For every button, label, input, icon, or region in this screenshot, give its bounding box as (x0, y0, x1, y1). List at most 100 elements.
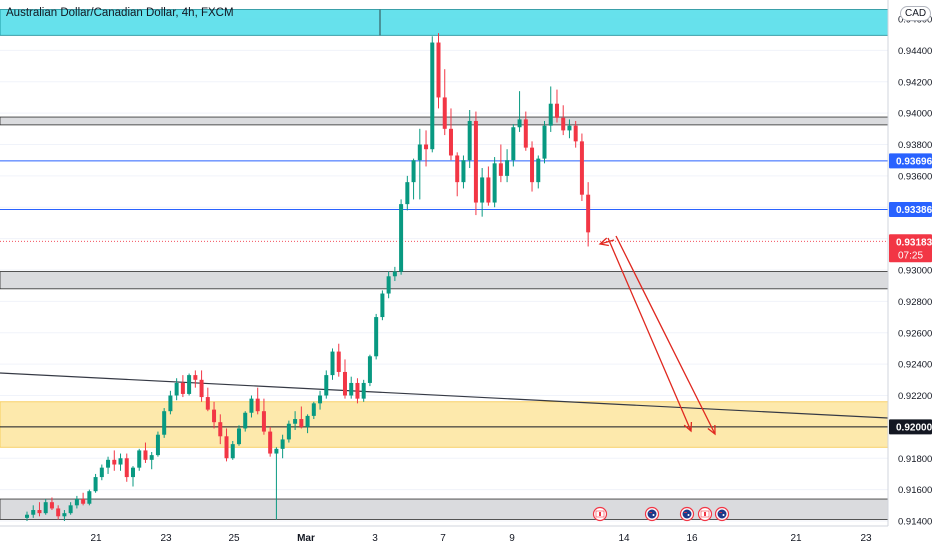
candle-body[interactable] (361, 382, 366, 399)
candle-body[interactable] (93, 477, 98, 492)
candle-body[interactable] (573, 125, 578, 142)
candle-body[interactable] (367, 356, 372, 383)
candle-body[interactable] (74, 499, 79, 506)
candle-body[interactable] (187, 375, 192, 394)
zone-support-lower[interactable] (0, 498, 889, 520)
currency-badge[interactable]: CAD (900, 6, 932, 21)
candle-body[interactable] (511, 127, 516, 161)
candle-body[interactable] (49, 502, 54, 509)
candle-body[interactable] (411, 160, 416, 183)
candle-body[interactable] (318, 395, 323, 404)
candle-body[interactable] (430, 42, 435, 150)
candle-body[interactable] (130, 467, 135, 478)
candle-body[interactable] (386, 276, 391, 294)
candle-body[interactable] (349, 382, 354, 396)
candle-body[interactable] (37, 510, 42, 514)
candle-body[interactable] (342, 371, 347, 396)
australia-flag-icon[interactable] (644, 506, 660, 522)
candle-body[interactable] (180, 382, 185, 394)
candle-body[interactable] (305, 415, 310, 427)
candle-body[interactable] (212, 409, 217, 423)
candle-body[interactable] (274, 448, 279, 454)
candle-body[interactable] (448, 128, 453, 156)
candle-body[interactable] (586, 194, 591, 233)
candle-body[interactable] (243, 412, 248, 429)
candle-body[interactable] (118, 458, 123, 465)
candle-body[interactable] (523, 119, 528, 148)
candle-body[interactable] (199, 379, 204, 398)
candle-body[interactable] (561, 117, 566, 131)
projection-arrow-tick[interactable] (599, 239, 615, 245)
candle-body[interactable] (355, 382, 360, 399)
candle-body[interactable] (293, 419, 298, 424)
candle-body[interactable] (486, 177, 491, 203)
candle-body[interactable] (405, 182, 410, 205)
candle-body[interactable] (498, 163, 503, 176)
candle-body[interactable] (536, 158, 541, 183)
candle-body[interactable] (436, 42, 441, 98)
candle-body[interactable] (99, 467, 104, 478)
candle-body[interactable] (25, 514, 29, 518)
candle-body[interactable] (143, 450, 148, 460)
candle-body[interactable] (268, 431, 273, 454)
candle-body[interactable] (43, 502, 48, 514)
candle-body[interactable] (517, 119, 522, 128)
candle-body[interactable] (155, 434, 160, 456)
candle-body[interactable] (579, 141, 584, 195)
candle-body[interactable] (261, 411, 266, 432)
price-axis[interactable]: 0.91400 0.91600 0.91800 0.92000 0.92200 0.924… (887, 0, 932, 550)
candle-body[interactable] (137, 450, 142, 468)
candle-body[interactable] (374, 317, 379, 357)
candle-body[interactable] (168, 395, 173, 412)
candle-body[interactable] (542, 125, 547, 159)
candle-body[interactable] (311, 403, 316, 416)
australia-flag-icon[interactable] (679, 506, 695, 522)
candle-body[interactable] (417, 144, 422, 161)
candle-body[interactable] (330, 351, 335, 376)
candle-body[interactable] (299, 419, 304, 427)
candle-body[interactable] (236, 428, 241, 445)
candle-body[interactable] (68, 505, 73, 514)
candle-body[interactable] (224, 436, 229, 459)
projection-arrow-2[interactable] (615, 235, 716, 435)
candle-body[interactable] (492, 163, 497, 203)
candle-body[interactable] (424, 144, 429, 150)
candle-body[interactable] (112, 459, 117, 465)
candle-body[interactable] (81, 499, 86, 504)
projection-arrows[interactable] (598, 235, 716, 436)
canada-flag-icon[interactable] (592, 506, 608, 522)
candle-body[interactable] (442, 97, 447, 129)
candle-body[interactable] (480, 177, 485, 203)
candle-body[interactable] (62, 513, 67, 517)
candle-body[interactable] (455, 155, 460, 183)
candle-body[interactable] (218, 422, 223, 437)
candle-body[interactable] (255, 398, 260, 412)
candle-body[interactable] (31, 510, 36, 515)
candle-body[interactable] (87, 491, 92, 504)
projection-arrow-1[interactable] (607, 237, 692, 432)
candle-body[interactable] (473, 120, 478, 203)
candle-body[interactable] (399, 204, 404, 272)
candle-body[interactable] (467, 120, 472, 161)
candle-body[interactable] (205, 397, 210, 410)
candle-body[interactable] (392, 271, 397, 277)
candle-body[interactable] (286, 423, 291, 440)
candle-body[interactable] (554, 103, 559, 118)
candle-body[interactable] (249, 398, 254, 413)
candle-body[interactable] (149, 455, 154, 460)
candle-body[interactable] (461, 160, 466, 183)
candle-body[interactable] (548, 103, 553, 126)
candle-body[interactable] (106, 459, 111, 468)
candle-body[interactable] (162, 411, 167, 435)
candle-body[interactable] (567, 125, 572, 131)
candle-body[interactable] (380, 293, 385, 318)
candle-body[interactable] (505, 160, 510, 176)
candle-body[interactable] (174, 382, 179, 396)
candle-body[interactable] (336, 351, 341, 372)
candle-body[interactable] (56, 508, 61, 517)
candle-body[interactable] (280, 439, 285, 449)
candle-body[interactable] (124, 458, 129, 478)
australia-flag-icon[interactable] (714, 506, 730, 522)
